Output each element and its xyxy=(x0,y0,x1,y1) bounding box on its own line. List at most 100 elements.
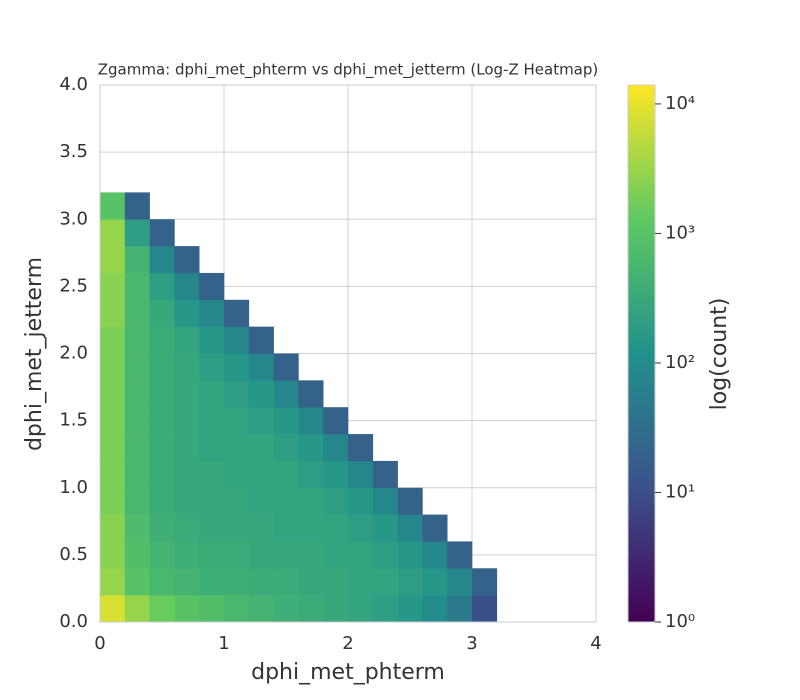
heatmap-cell xyxy=(124,246,150,274)
heatmap-cell xyxy=(472,595,498,623)
x-tick-label: 3 xyxy=(466,633,477,654)
chart-title: Zgamma: dphi_met_phterm vs dphi_met_jett… xyxy=(98,61,599,80)
heatmap-cell xyxy=(100,219,126,247)
heatmap-cell xyxy=(199,595,225,623)
heatmap-cell xyxy=(100,326,126,354)
heatmap-cell xyxy=(248,595,274,623)
heatmap-cell xyxy=(372,568,398,596)
heatmap-cell xyxy=(100,541,126,569)
heatmap-cell xyxy=(149,326,175,354)
heatmap-cell xyxy=(348,595,374,623)
heatmap-cell xyxy=(149,353,175,381)
heatmap-cell xyxy=(348,460,374,489)
heatmap-cell xyxy=(323,434,349,462)
plot-frame xyxy=(99,84,597,623)
heatmap-cell xyxy=(248,407,274,435)
heatmap-cell xyxy=(323,407,349,435)
heatmap-cell xyxy=(298,380,324,408)
heatmap-cell xyxy=(248,380,274,408)
heatmap-cell xyxy=(372,487,398,515)
heatmap-cell xyxy=(273,434,299,462)
heatmap-cell xyxy=(124,272,150,301)
heatmap-cell xyxy=(298,541,324,569)
heatmap-cell xyxy=(248,353,274,381)
heatmap-cell xyxy=(149,219,175,247)
colorbar-tick-label: 10² xyxy=(665,352,695,373)
heatmap-cell xyxy=(199,380,225,408)
heatmap-cell xyxy=(224,541,250,569)
x-tick-label: 2 xyxy=(342,633,353,654)
heatmap-cell xyxy=(224,460,250,489)
heatmap-cell xyxy=(447,568,473,596)
heatmap-cell xyxy=(124,541,150,569)
heatmap-cell xyxy=(199,299,225,327)
heatmap-cell xyxy=(372,595,398,623)
heatmap-cell xyxy=(372,541,398,569)
heatmap-cell xyxy=(348,487,374,515)
ticks: 0 1 2 3 4 0.0 0.5 1.0 1.5 2.0 2.5 3.0 3.5 4.0 10⁰ 10¹ 10… xyxy=(59,74,695,654)
y-tick-label: 3.5 xyxy=(59,141,88,162)
heatmap-cell xyxy=(124,326,150,354)
heatmap-cell xyxy=(273,541,299,569)
heatmap-cell xyxy=(100,407,126,435)
heatmap-cell xyxy=(149,272,175,301)
colorbar xyxy=(627,84,656,623)
y-tick-label: 2.5 xyxy=(59,275,88,296)
heatmap-cell xyxy=(422,541,448,569)
heatmap-cell xyxy=(149,246,175,274)
colorbar-label: log(count) xyxy=(707,298,732,411)
heatmap-cell xyxy=(323,487,349,515)
heatmap-cell xyxy=(174,460,200,489)
heatmap-cell xyxy=(124,407,150,435)
heatmap-cell xyxy=(174,514,200,542)
heatmap-cell xyxy=(224,434,250,462)
heatmap-cell xyxy=(100,380,126,408)
heatmap-cell xyxy=(174,487,200,515)
heatmap-cell xyxy=(298,514,324,542)
heatmap xyxy=(100,192,498,623)
y-tick-label: 0.5 xyxy=(59,544,88,565)
heatmap-cell xyxy=(149,487,175,515)
heatmap-cell xyxy=(224,326,250,354)
heatmap-cell xyxy=(273,460,299,489)
heatmap-cell xyxy=(100,595,126,623)
heatmap-cell xyxy=(348,514,374,542)
heatmap-cell xyxy=(149,380,175,408)
x-tick-label: 0 xyxy=(94,633,105,654)
heatmap-cell xyxy=(199,487,225,515)
heatmap-cell xyxy=(372,460,398,489)
heatmap-cell xyxy=(124,487,150,515)
heatmap-cell xyxy=(224,568,250,596)
heatmap-cell xyxy=(323,460,349,489)
heatmap-cell xyxy=(397,595,423,623)
heatmap-cell xyxy=(100,353,126,381)
heatmap-cell xyxy=(174,380,200,408)
heatmap-cell xyxy=(224,487,250,515)
heatmap-cell xyxy=(248,434,274,462)
heatmap-cell xyxy=(248,514,274,542)
heatmap-cell xyxy=(100,192,126,220)
heatmap-cell xyxy=(124,568,150,596)
heatmap-cell xyxy=(100,299,126,327)
heatmap-cell xyxy=(149,460,175,489)
heatmap-cell xyxy=(273,595,299,623)
heatmap-cell xyxy=(100,568,126,596)
heatmap-cell xyxy=(100,487,126,515)
y-tick-label: 2.0 xyxy=(59,343,88,364)
heatmap-cell xyxy=(224,353,250,381)
heatmap-cell xyxy=(323,595,349,623)
heatmap-cell xyxy=(199,353,225,381)
heatmap-cell xyxy=(174,326,200,354)
heatmap-cell xyxy=(124,434,150,462)
heatmap-cell xyxy=(248,460,274,489)
x-tick-label: 4 xyxy=(590,633,601,654)
heatmap-cell xyxy=(348,541,374,569)
heatmap-cell xyxy=(124,595,150,623)
heatmap-cell xyxy=(248,541,274,569)
heatmap-cell xyxy=(397,514,423,542)
y-tick-label: 0.0 xyxy=(59,611,88,632)
heatmap-cell xyxy=(348,568,374,596)
heatmap-cell xyxy=(447,541,473,569)
heatmap-cell xyxy=(174,407,200,435)
colorbar-tick-label: 10⁴ xyxy=(665,93,695,114)
